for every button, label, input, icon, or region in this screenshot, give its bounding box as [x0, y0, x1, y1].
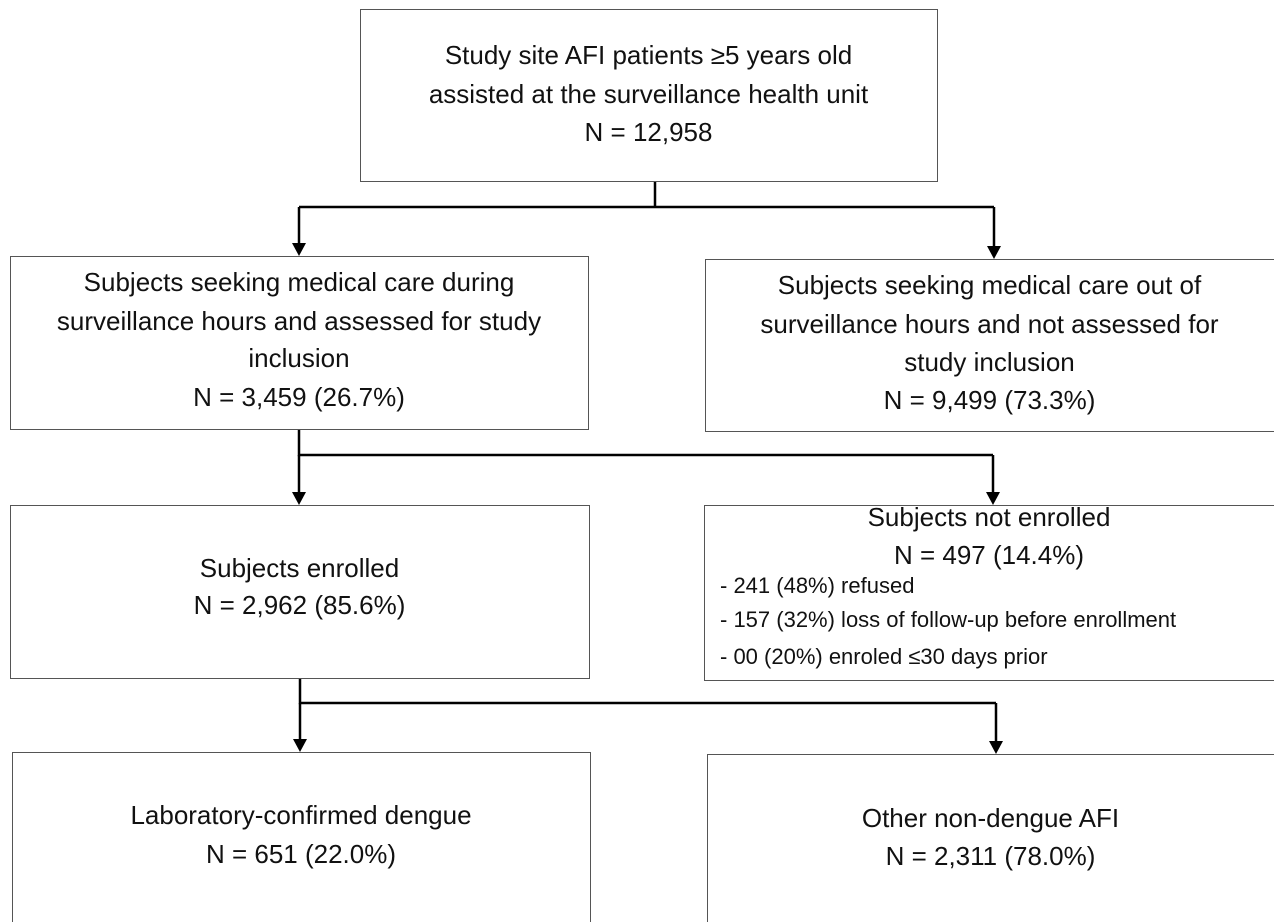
node-list-item: - 241 (48%) refused [720, 573, 914, 598]
node: Laboratory-confirmed dengue N = 651 (22.0… [12, 752, 591, 922]
node-text: N = 651 (22.0%) [206, 839, 396, 869]
node-text: N = 9,499 (73.3%) [884, 385, 1096, 415]
connector [298, 678, 996, 705]
connector [297, 429, 993, 457]
node-text: Subjects seeking medical care out of [778, 270, 1202, 300]
node: Other non-dengue AFI N = 2,311 (78.0%) [707, 754, 1274, 922]
arrow-head [292, 243, 306, 256]
node-text: inclusion [248, 343, 349, 373]
arrow-head [293, 739, 307, 752]
arrow-head [986, 492, 1000, 505]
node-box [10, 505, 590, 679]
node-text: N = 2,311 (78.0%) [886, 841, 1096, 871]
node-text: assisted at the surveillance health unit [429, 79, 869, 109]
node-text: Other non-dengue AFI [862, 803, 1119, 833]
arrow-head [987, 246, 1001, 259]
node-text: N = 2,962 (85.6%) [194, 590, 406, 620]
node-text: Subjects enrolled [200, 553, 399, 583]
node: Study site AFI patients ≥5 years old assi… [360, 9, 938, 182]
node: Subjects seeking medical care during surv… [10, 256, 589, 430]
node-text: Subjects not enrolled [868, 502, 1111, 532]
node-box [704, 505, 1274, 681]
node-text: Laboratory-confirmed dengue [130, 800, 471, 830]
arrow-head [989, 741, 1003, 754]
node-box [10, 256, 589, 430]
node-text: N = 12,958 [585, 117, 713, 147]
node-text: N = 3,459 (26.7%) [193, 382, 405, 412]
node: Subjects not enrolled N = 497 (14.4%) - 24… [704, 502, 1274, 681]
node-box [705, 259, 1274, 432]
node-text: surveillance hours and assessed for stud… [57, 306, 541, 336]
arrow-head [292, 492, 306, 505]
connectors [292, 181, 1003, 754]
node-box [707, 754, 1274, 922]
node-box [360, 9, 938, 182]
node-text: N = 497 (14.4%) [894, 540, 1084, 570]
node-list-item: - 00 (20%) enroled ≤30 days prior [720, 644, 1048, 669]
node: Subjects seeking medical care out of surv… [705, 259, 1274, 432]
node-text: study inclusion [904, 347, 1075, 377]
node-text: surveillance hours and not assessed for [760, 309, 1218, 339]
connector [299, 181, 994, 209]
node-box [12, 752, 591, 922]
node: Subjects enrolled N = 2,962 (85.6%) [10, 505, 590, 679]
node-list-item: - 157 (32%) loss of follow-up before enr… [720, 607, 1176, 632]
node-text: Subjects seeking medical care during [84, 267, 515, 297]
node-text: Study site AFI patients ≥5 years old [445, 40, 852, 70]
